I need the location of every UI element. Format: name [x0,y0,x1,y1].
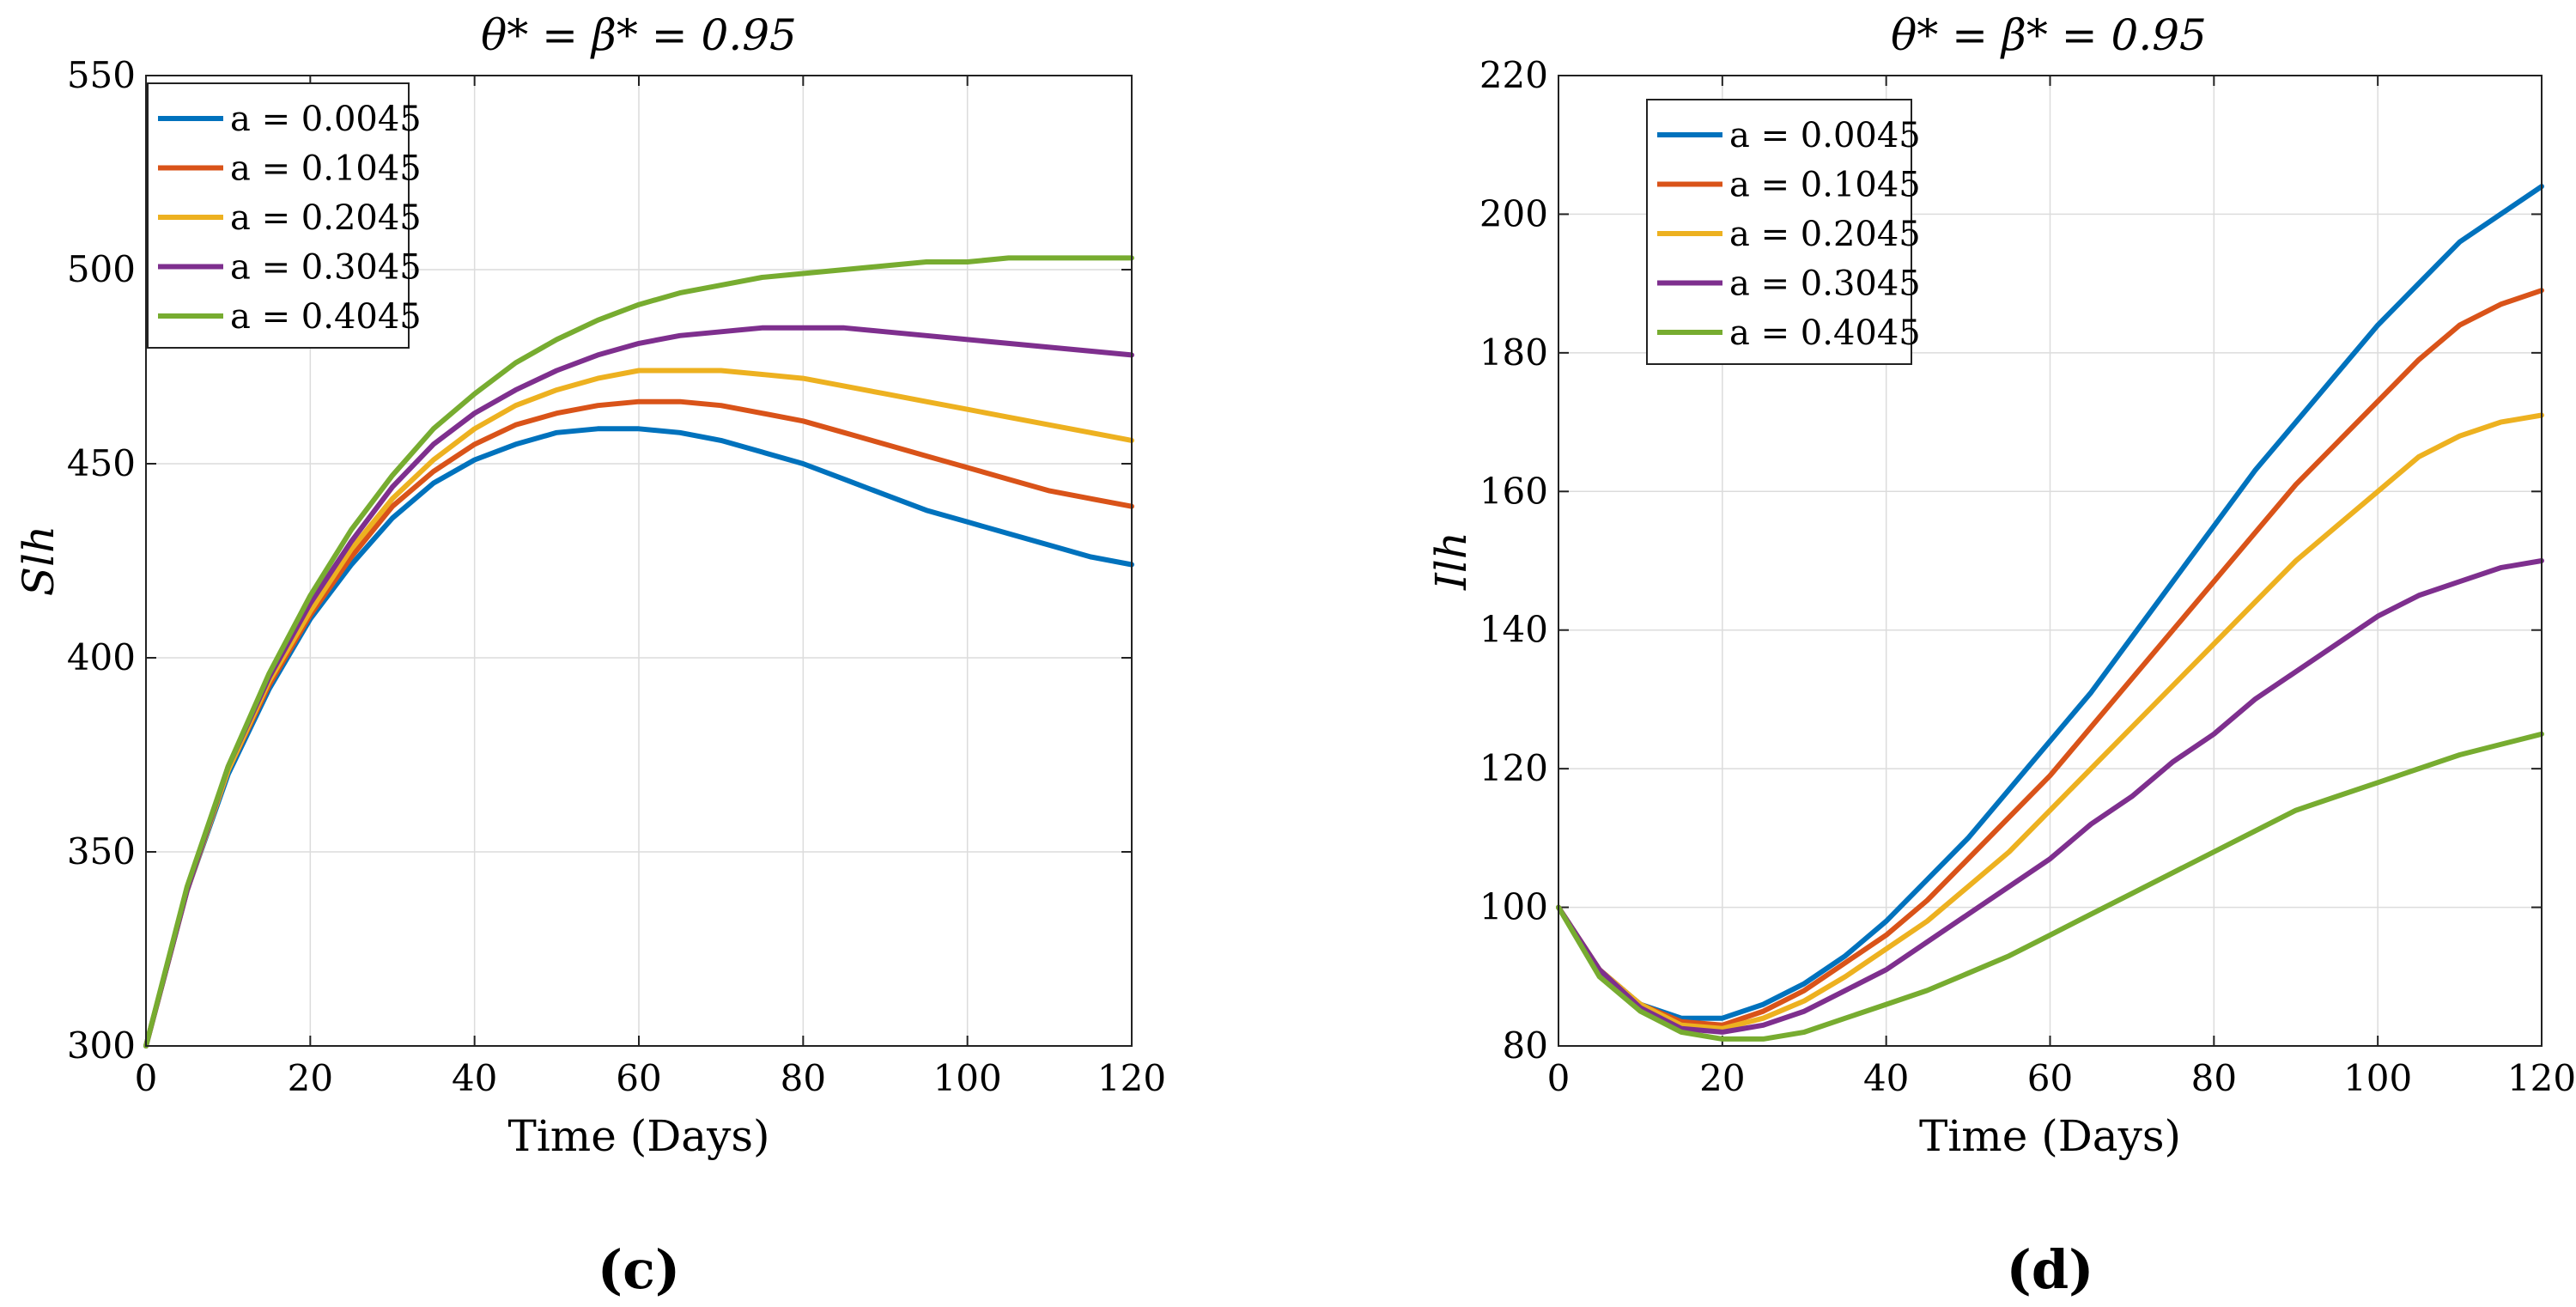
y-tick-label: 180 [1479,331,1548,374]
chart-panel-1: 0 20 40 60 80 100 120 80 100 120 140 160 180 200 220 θ*… [1426,10,2576,1301]
series-line-0 [1556,184,2544,1021]
legend: a = 0.0045 a = 0.1045 a = 0.2045 a = 0.3045… [1646,99,1921,365]
x-axis-label: Time (Days) [507,1111,769,1161]
y-tick-label: 300 [67,1024,136,1067]
x-axis-label: Time (Days) [1919,1111,2181,1161]
legend-label-4: a = 0.4045 [1729,313,1921,353]
series-line-4 [143,255,1134,1049]
y-tick-label: 450 [67,442,136,484]
axes-box [1558,75,2543,1047]
legend-label-1: a = 0.1045 [1729,166,1921,205]
series-line-3 [1556,558,2544,1035]
panel-label: (c) [598,1238,680,1301]
chart-title: θ* = β* = 0.95 [1891,10,2207,60]
x-tick-label: 0 [135,1057,158,1099]
series-line-3 [143,325,1134,1049]
x-tick-label: 20 [288,1057,333,1099]
axes-box [145,75,1133,1047]
y-axis-label: Ilh [1426,532,1476,591]
y-tick-label: 160 [1479,470,1548,512]
legend-label-2: a = 0.2045 [1729,215,1921,254]
panel-label: (d) [2006,1238,2093,1301]
y-tick-label: 200 [1479,192,1548,234]
legend-label-0: a = 0.0045 [1729,116,1921,155]
x-tick-label: 60 [616,1057,661,1099]
x-tick-label: 100 [2343,1057,2412,1099]
legend-label-3: a = 0.3045 [1729,264,1921,304]
y-tick-label: 350 [67,830,136,872]
y-axis-label: Slh [14,526,64,596]
x-tick-label: 0 [1547,1057,1571,1099]
x-tick-label: 40 [452,1057,497,1099]
y-tick-label: 140 [1479,609,1548,651]
series-line-2 [1556,412,2544,1031]
y-tick-label: 550 [67,54,136,96]
y-tick-label: 400 [67,636,136,678]
y-tick-label: 120 [1479,747,1548,789]
y-tick-label: 80 [1503,1024,1548,1067]
legend-label-2: a = 0.2045 [230,198,422,238]
legend-label-0: a = 0.0045 [230,100,422,139]
x-tick-label: 120 [2507,1057,2576,1099]
y-tick-label: 220 [1479,54,1548,96]
chart-title: θ* = β* = 0.95 [481,10,797,60]
series-line-2 [143,368,1134,1049]
y-tick-label: 500 [67,248,136,290]
x-tick-label: 60 [2027,1057,2073,1099]
legend-label-4: a = 0.4045 [230,297,422,337]
x-tick-label: 100 [933,1057,1002,1099]
series-line-4 [1556,731,2544,1042]
chart-panel-0: 0 20 40 60 80 100 120 300 350 400 450 500 550 θ* = β*… [14,10,1166,1301]
x-tick-label: 80 [781,1057,826,1099]
x-tick-label: 80 [2191,1057,2237,1099]
series-line-1 [1556,288,2544,1028]
x-tick-label: 20 [1699,1057,1745,1099]
x-tick-label: 40 [1863,1057,1909,1099]
legend-label-1: a = 0.1045 [230,149,422,189]
legend-label-3: a = 0.3045 [230,248,422,288]
y-tick-label: 100 [1479,886,1548,928]
x-tick-label: 120 [1097,1057,1166,1099]
legend: a = 0.0045 a = 0.1045 a = 0.2045 a = 0.3045… [147,82,422,349]
